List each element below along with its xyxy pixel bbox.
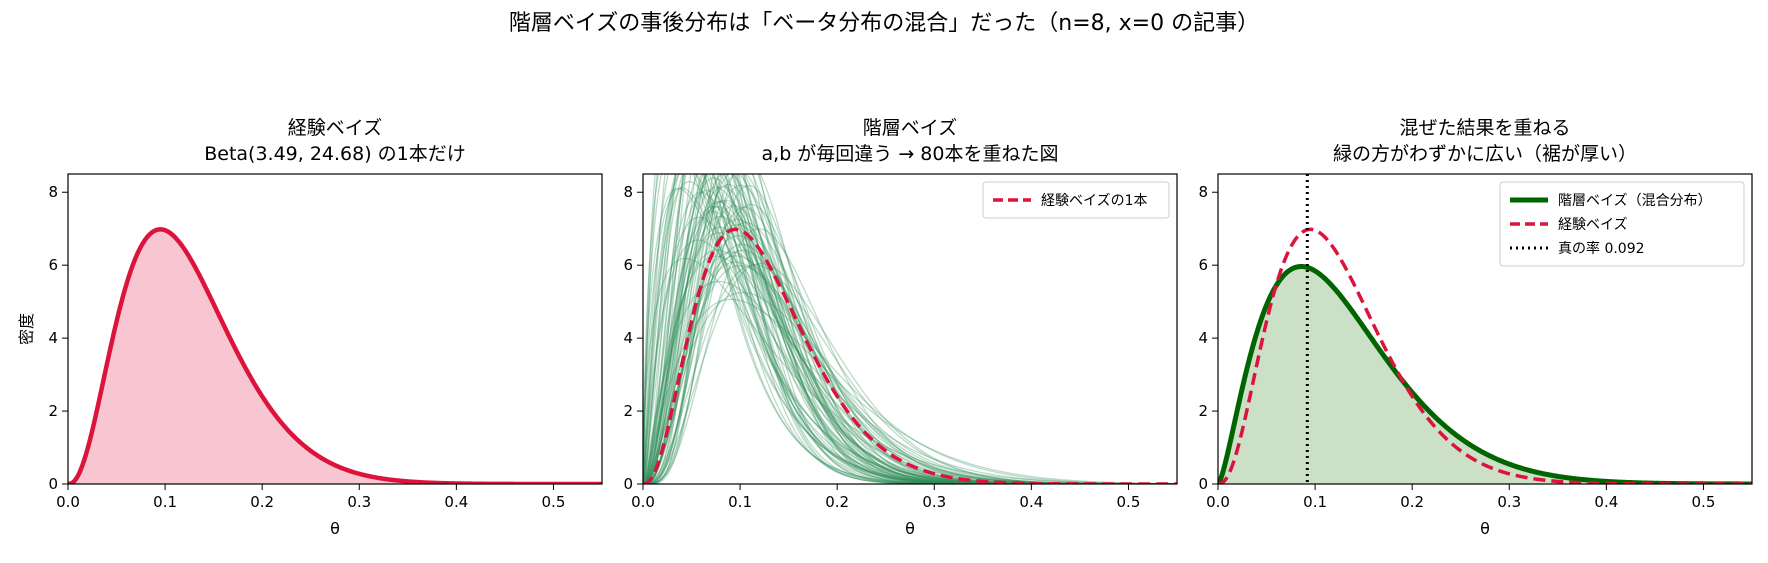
panel-title-line1: 経験ベイズ (288, 117, 382, 139)
legend-label: 経験ベイズ (1558, 217, 1628, 233)
x-tick-label: 0.1 (1303, 493, 1327, 511)
posterior-draw-line (643, 174, 1177, 484)
figure-suptitle: 階層ベイズの事後分布は「ベータ分布の混合」だった（n=8, x=0 の記事） (509, 11, 1259, 36)
posterior-draw-line (643, 174, 1177, 484)
posterior-draw-line (643, 174, 1177, 484)
x-tick-label: 0.4 (1019, 493, 1043, 511)
posterior-draw-line (643, 174, 1177, 484)
axes-frame (642, 173, 1178, 485)
x-tick-label: 0.4 (1594, 493, 1618, 511)
x-tick-label: 0.1 (728, 493, 752, 511)
y-tick-label: 6 (623, 256, 633, 274)
x-tick-label: 0.0 (56, 493, 80, 511)
x-tick-label: 0.2 (1400, 493, 1424, 511)
legend-box (1499, 181, 1745, 267)
posterior-draw-line (643, 174, 1177, 484)
y-tick-label: 4 (623, 329, 633, 347)
posterior-draw-line (643, 239, 1177, 484)
y-tick-label: 8 (48, 183, 58, 201)
y-tick-label: 6 (1198, 256, 1208, 274)
posterior-draw-line (643, 174, 1177, 484)
panel-title-line2: a,b が毎回違う → 80本を重ねた図 (762, 143, 1059, 165)
posterior-draw-line (643, 174, 1177, 484)
posterior-draw-line (643, 174, 1177, 484)
x-tick-label: 0.0 (631, 493, 655, 511)
posterior-draw-line (643, 174, 1177, 484)
posterior-draw-line (643, 264, 1177, 484)
posterior-draw-line (643, 174, 1177, 484)
density-fill (68, 229, 602, 484)
panel-title-line1: 混ぜた結果を重ねる (1399, 117, 1570, 139)
posterior-draw-line (643, 183, 1177, 484)
density-fill (1218, 266, 1752, 484)
posterior-draw-line (643, 174, 1177, 484)
posterior-draw-line (643, 174, 1177, 484)
x-axis-label: θ (905, 519, 915, 538)
posterior-draw-line (643, 174, 1177, 484)
x-axis-label: θ (1480, 519, 1490, 538)
posterior-draw-line (643, 184, 1177, 484)
x-tick-label: 0.2 (250, 493, 274, 511)
posterior-draw-line (643, 174, 1177, 484)
posterior-draw-line (643, 298, 1177, 484)
y-axis-label: 密度 (17, 313, 36, 345)
panel-title-line2: 緑の方がわずかに広い（裾が厚い） (1333, 143, 1637, 165)
posterior-draw-line (643, 174, 1177, 484)
plot-area (68, 227, 602, 484)
y-tick-label: 6 (48, 256, 58, 274)
legend-box (982, 181, 1170, 219)
y-tick-label: 2 (48, 402, 58, 420)
posterior-draw-line (643, 174, 1177, 484)
x-tick-label: 0.5 (1117, 493, 1141, 511)
density-line-1 (643, 227, 1177, 484)
y-tick-label: 2 (1198, 402, 1208, 420)
legend-label: 真の率 0.092 (1558, 240, 1645, 257)
y-tick-label: 8 (623, 183, 633, 201)
x-tick-label: 0.3 (922, 493, 946, 511)
x-axis-label: θ (330, 519, 340, 538)
posterior-draw-line (643, 174, 1177, 484)
x-tick-label: 0.1 (153, 493, 177, 511)
chart-panel-2: 階層ベイズ a,b が毎回違う → 80本を重ねた図 0.0 0.1 0.2 0.3 0.4… (623, 117, 1178, 538)
legend: 経験ベイズの1本 (982, 181, 1170, 219)
posterior-draw-line (643, 174, 1177, 484)
chart-panel-1: 経験ベイズ Beta(3.49, 24.68) の1本だけ 0.0 0.1 0.2 0.3… (17, 117, 603, 538)
posterior-draw-line (643, 174, 1177, 484)
axes-frame (67, 173, 603, 485)
panel-title-line2: Beta(3.49, 24.68) の1本だけ (204, 143, 466, 165)
posterior-draw-line (643, 184, 1177, 484)
y-tick-label: 0 (48, 475, 58, 493)
posterior-draw-line (643, 174, 1177, 484)
x-tick-label: 0.2 (825, 493, 849, 511)
x-tick-label: 0.5 (542, 493, 566, 511)
y-tick-label: 8 (1198, 183, 1208, 201)
posterior-draw-line (643, 180, 1177, 484)
y-tick-label: 0 (623, 475, 633, 493)
y-tick-label: 2 (623, 402, 633, 420)
x-tick-label: 0.0 (1206, 493, 1230, 511)
legend-label: 階層ベイズ（混合分布） (1558, 193, 1712, 209)
x-tick-label: 0.5 (1692, 493, 1716, 511)
posterior-draw-line (643, 232, 1177, 484)
y-tick-label: 4 (48, 329, 58, 347)
axes-frame (1217, 173, 1753, 485)
posterior-draw-line (643, 174, 1177, 484)
x-tick-label: 0.4 (444, 493, 468, 511)
posterior-draw-line (643, 264, 1177, 484)
posterior-draw-line (643, 174, 1177, 484)
posterior-draw-line (643, 174, 1177, 484)
panel-title-line1: 階層ベイズ (863, 117, 957, 139)
posterior-draw-line (643, 174, 1177, 484)
legend-label: 経験ベイズの1本 (1041, 193, 1148, 209)
y-tick-label: 0 (1198, 475, 1208, 493)
posterior-draw-line (643, 174, 1177, 484)
x-tick-label: 0.3 (1497, 493, 1521, 511)
x-tick-label: 0.3 (347, 493, 371, 511)
y-tick-label: 4 (1198, 329, 1208, 347)
posterior-draw-line (643, 174, 1177, 484)
